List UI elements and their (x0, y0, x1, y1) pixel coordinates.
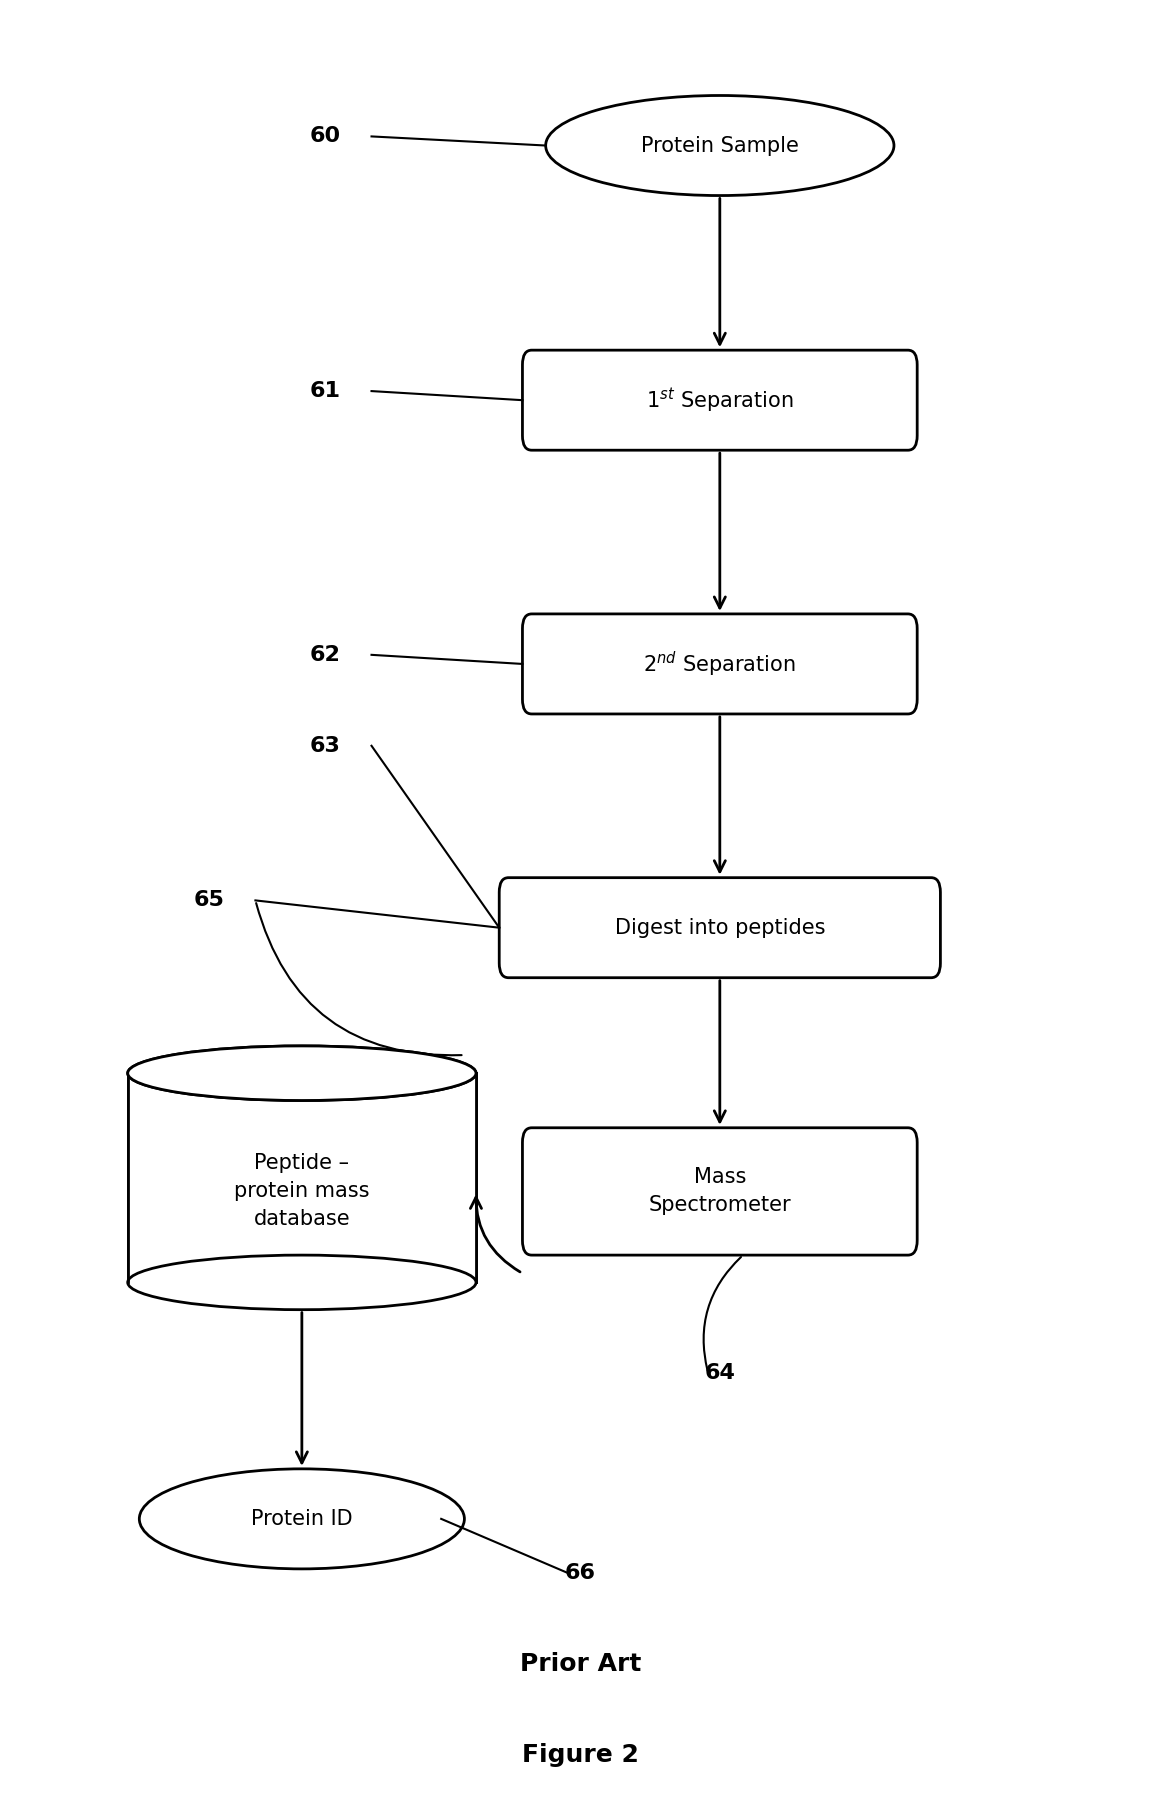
Text: 61: 61 (310, 382, 340, 400)
Text: 60: 60 (310, 127, 340, 146)
Text: 62: 62 (310, 646, 340, 664)
Text: $1^{st}$ Separation: $1^{st}$ Separation (646, 386, 794, 415)
FancyBboxPatch shape (522, 613, 917, 713)
Text: Figure 2: Figure 2 (522, 1743, 639, 1768)
FancyBboxPatch shape (522, 1128, 917, 1255)
FancyBboxPatch shape (522, 349, 917, 449)
Text: Protein ID: Protein ID (251, 1510, 353, 1528)
Text: 66: 66 (565, 1564, 596, 1583)
Text: $2^{nd}$ Separation: $2^{nd}$ Separation (643, 649, 796, 678)
FancyBboxPatch shape (128, 1073, 476, 1282)
Ellipse shape (546, 95, 894, 196)
Ellipse shape (139, 1470, 464, 1568)
FancyBboxPatch shape (128, 1073, 476, 1282)
Ellipse shape (128, 1046, 476, 1100)
Text: Mass
Spectrometer: Mass Spectrometer (649, 1168, 791, 1215)
Text: Protein Sample: Protein Sample (641, 136, 799, 155)
Text: Prior Art: Prior Art (520, 1652, 641, 1677)
Ellipse shape (128, 1255, 476, 1310)
Text: 64: 64 (705, 1364, 735, 1382)
Text: 65: 65 (194, 891, 224, 910)
Text: Peptide –
protein mass
database: Peptide – protein mass database (235, 1153, 369, 1230)
FancyBboxPatch shape (499, 879, 940, 979)
Ellipse shape (128, 1046, 476, 1100)
Text: 63: 63 (310, 737, 340, 755)
Text: Digest into peptides: Digest into peptides (614, 919, 825, 937)
